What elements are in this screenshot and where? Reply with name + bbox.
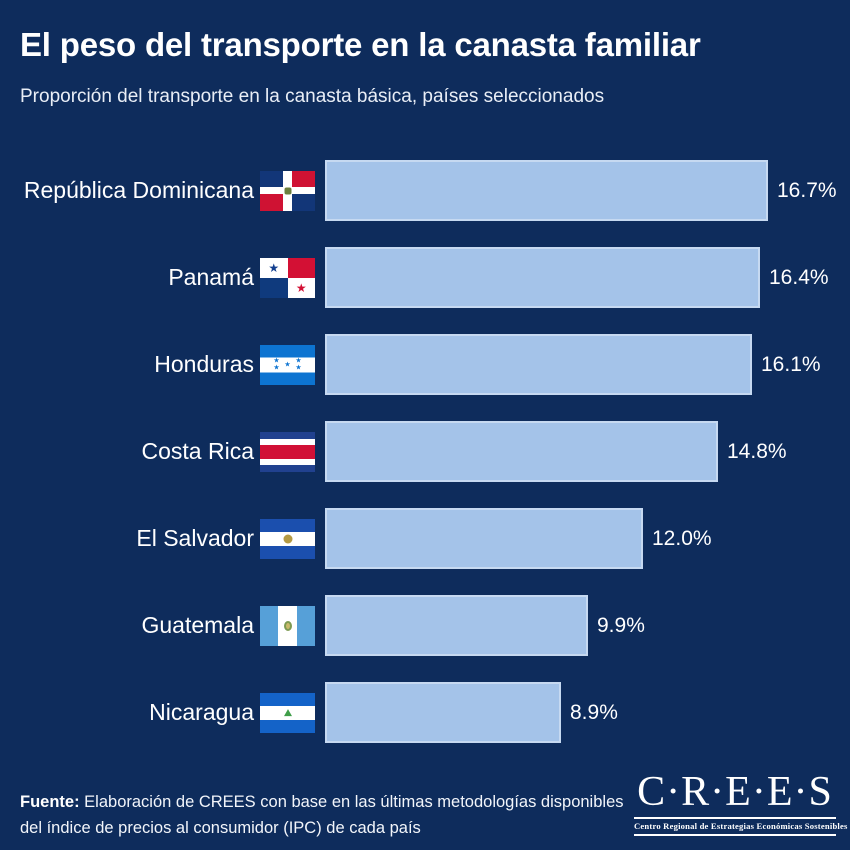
bar bbox=[325, 508, 643, 569]
country-label: Nicaragua bbox=[149, 699, 254, 725]
country-label: República Dominicana bbox=[23, 177, 254, 203]
value-label: 16.4% bbox=[769, 265, 829, 289]
chart-row: Guatemala 9.9% bbox=[20, 595, 830, 656]
chart-row: El Salvador 12.0% bbox=[20, 508, 830, 569]
chart-row: Costa Rica 14.8% bbox=[20, 421, 830, 482]
logo-tagline: Centro Regional de Estrategias Económica… bbox=[634, 817, 847, 837]
bar bbox=[325, 682, 561, 743]
value-label: 12.0% bbox=[652, 526, 712, 550]
chart-row: Panamá ★ ★ 16.4% bbox=[20, 247, 830, 308]
el-salvador-flag-icon bbox=[260, 518, 315, 559]
country-label: Guatemala bbox=[141, 612, 254, 638]
honduras-flag-icon: ★ ★ ★ ★ ★ bbox=[260, 344, 315, 385]
bar bbox=[325, 334, 752, 395]
bar bbox=[325, 160, 768, 221]
value-label: 9.9% bbox=[597, 613, 645, 637]
country-label: Costa Rica bbox=[141, 438, 254, 464]
chart-row: Nicaragua 8.9% bbox=[20, 682, 830, 743]
value-label: 16.1% bbox=[761, 352, 821, 376]
panama-flag-icon: ★ ★ bbox=[260, 257, 315, 298]
country-label: Panamá bbox=[168, 264, 254, 290]
value-label: 8.9% bbox=[570, 700, 618, 724]
bar bbox=[325, 421, 718, 482]
bar bbox=[325, 595, 588, 656]
nicaragua-flag-icon bbox=[260, 692, 315, 733]
page-title: El peso del transporte en la canasta fam… bbox=[20, 26, 701, 63]
source-note: Fuente: Elaboración de CREES con base en… bbox=[20, 790, 640, 841]
chart-row: República Dominicana 16.7% bbox=[20, 160, 837, 221]
crees-logo: C·R·E·E·S Centro Regional de Estrategias… bbox=[634, 769, 847, 837]
country-label: Honduras bbox=[154, 351, 254, 377]
chart-rows: República Dominicana 16.7% Panamá ★ ★ 16.… bbox=[20, 160, 837, 743]
dominican-republic-flag-icon bbox=[260, 170, 315, 211]
source-text: Elaboración de CREES con base en las últ… bbox=[20, 793, 624, 837]
value-label: 14.8% bbox=[727, 439, 787, 463]
bar-chart: República Dominicana 16.7% Panamá ★ ★ 16.… bbox=[20, 160, 837, 769]
value-label: 16.7% bbox=[777, 178, 837, 202]
guatemala-flag-icon bbox=[260, 605, 315, 646]
logo-wordmark: C·R·E·E·S bbox=[637, 769, 833, 815]
country-label: El Salvador bbox=[136, 525, 254, 551]
page-subtitle: Proporción del transporte en la canasta … bbox=[20, 86, 605, 107]
bar bbox=[325, 247, 760, 308]
costa-rica-flag-icon bbox=[260, 431, 315, 472]
chart-row: Honduras ★ ★ ★ ★ ★ 16.1% bbox=[20, 334, 830, 395]
source-label: Fuente: bbox=[20, 793, 80, 811]
